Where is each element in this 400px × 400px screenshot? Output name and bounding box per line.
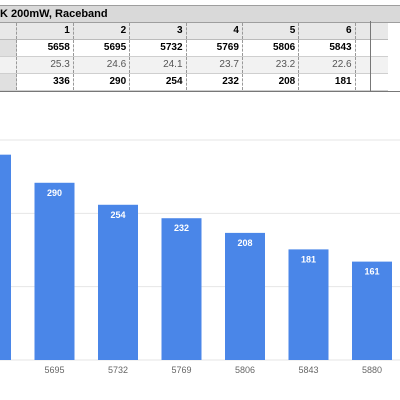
table-cell[interactable]: 5732 bbox=[129, 39, 187, 57]
table-cell[interactable]: 208 bbox=[242, 73, 300, 91]
table-cell[interactable]: 2 bbox=[73, 23, 131, 40]
row-stub-cell[interactable] bbox=[0, 56, 18, 74]
table-cell[interactable]: 4 bbox=[186, 23, 243, 40]
table-cell[interactable]: 5 bbox=[242, 23, 300, 40]
sheet-title: K 200mW, Raceband bbox=[0, 8, 108, 20]
bar bbox=[225, 232, 265, 360]
table-cell[interactable]: 181 bbox=[298, 73, 356, 91]
bar bbox=[288, 249, 329, 360]
table-row: 5658 5695 5732 5769 5806 5843 bbox=[0, 39, 388, 57]
table-cell[interactable]: 5806 bbox=[242, 39, 300, 57]
x-tick-label: 5806 bbox=[235, 365, 255, 375]
x-tick-label: 5843 bbox=[298, 365, 318, 375]
table-cell[interactable]: 1 bbox=[16, 23, 74, 40]
empty-cell[interactable] bbox=[355, 73, 388, 91]
sheet-title-row[interactable]: K 200mW, Raceband bbox=[0, 5, 400, 23]
data-label: 232 bbox=[174, 223, 189, 233]
table-cell[interactable]: 254 bbox=[129, 73, 187, 91]
table-row: 25.3 24.6 24.1 23.7 23.2 22.6 bbox=[0, 56, 388, 74]
data-label: 161 bbox=[364, 267, 379, 277]
table-cell[interactable]: 5769 bbox=[186, 39, 243, 57]
bar-chart: 3362905695254573223257692085806181584316… bbox=[0, 139, 400, 375]
bar bbox=[98, 204, 138, 360]
bar bbox=[0, 154, 11, 360]
table-cell[interactable]: 290 bbox=[73, 73, 131, 91]
empty-cell[interactable] bbox=[355, 56, 388, 74]
table-cell[interactable]: 5695 bbox=[73, 39, 131, 57]
table-cell[interactable]: 336 bbox=[16, 73, 74, 91]
table-cell[interactable]: 22.6 bbox=[298, 56, 356, 74]
row-stub-cell[interactable] bbox=[0, 73, 18, 91]
table-bottom-border bbox=[0, 91, 400, 92]
table-cell[interactable]: 23.7 bbox=[186, 56, 243, 74]
x-tick-label: 5769 bbox=[171, 365, 191, 375]
data-label: 208 bbox=[237, 238, 252, 248]
column-divider bbox=[370, 21, 371, 91]
table-cell[interactable]: 24.6 bbox=[73, 56, 131, 74]
data-label: 254 bbox=[110, 210, 125, 220]
table-cell[interactable]: 6 bbox=[298, 23, 356, 40]
data-table: 1 2 3 4 5 6 5658 5695 5732 5769 5806 5843 25.3 24.6 24… bbox=[0, 23, 388, 91]
table-row: 336 290 254 232 208 181 bbox=[0, 73, 388, 91]
table-cell[interactable]: 23.2 bbox=[242, 56, 300, 74]
data-label: 290 bbox=[47, 188, 62, 198]
table-cell[interactable]: 5843 bbox=[298, 39, 356, 57]
data-label: 181 bbox=[301, 254, 316, 264]
x-tick-label: 5732 bbox=[108, 365, 128, 375]
empty-cell[interactable] bbox=[355, 23, 388, 40]
table-cell[interactable]: 24.1 bbox=[129, 56, 187, 74]
bar bbox=[352, 261, 392, 360]
spreadsheet: K 200mW, Raceband 1 2 3 4 5 6 5658 5695 5732 5769… bbox=[0, 0, 400, 94]
table-cell[interactable]: 25.3 bbox=[16, 56, 74, 74]
bar bbox=[34, 182, 75, 360]
table-cell[interactable]: 5658 bbox=[16, 39, 74, 57]
table-cell[interactable]: 3 bbox=[129, 23, 187, 40]
bar bbox=[161, 218, 202, 360]
table-cell[interactable]: 232 bbox=[186, 73, 243, 91]
row-stub-cell[interactable] bbox=[0, 23, 18, 40]
x-tick-label: 5695 bbox=[44, 365, 64, 375]
x-tick-label: 5880 bbox=[362, 365, 382, 375]
empty-cell[interactable] bbox=[355, 39, 388, 57]
row-stub-cell[interactable] bbox=[0, 39, 18, 57]
